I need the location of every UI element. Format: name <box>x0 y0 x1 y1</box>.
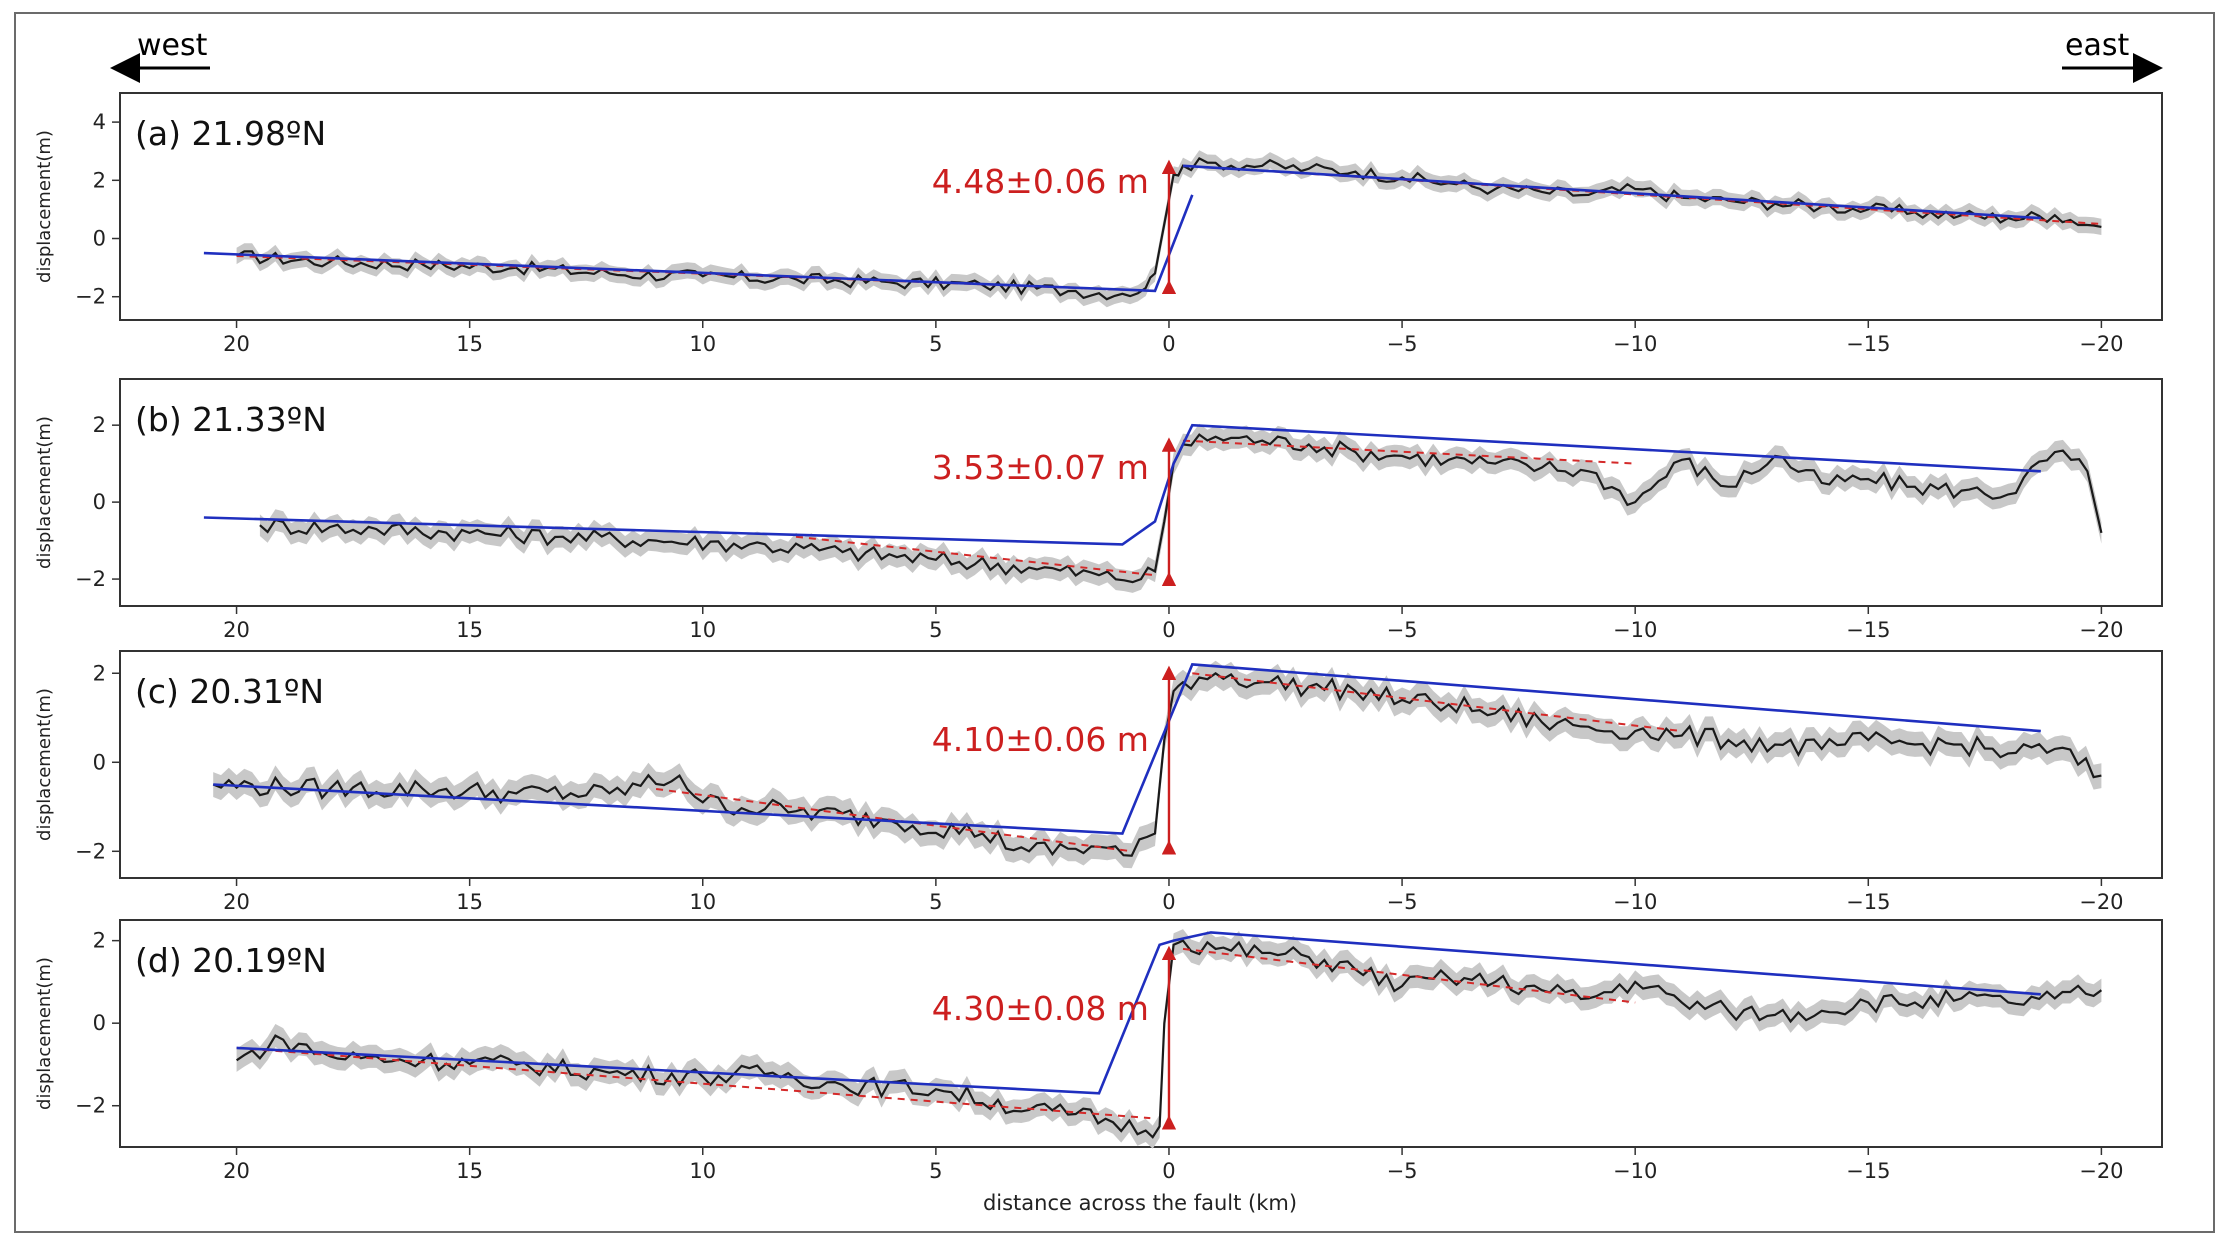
y-tick-label: 0 <box>93 490 106 514</box>
y-tick-label: 2 <box>93 661 106 685</box>
x-tick-label: −15 <box>1846 618 1890 642</box>
x-tick-label: −10 <box>1613 332 1657 356</box>
linear-fit-line <box>1192 672 1682 733</box>
panel-label: (a) 21.98ºN <box>135 114 326 153</box>
y-tick-label: 0 <box>93 750 106 774</box>
y-tick-label: 2 <box>93 929 106 953</box>
x-tick-label: 5 <box>929 1159 942 1183</box>
y-tick-label: −2 <box>75 1094 106 1118</box>
y-tick-label: 4 <box>93 110 106 134</box>
x-tick-label: 0 <box>1162 890 1175 914</box>
plot-area <box>119 378 2163 607</box>
offset-label: 3.53±0.07 m <box>932 448 1149 487</box>
y-tick-label: 0 <box>93 227 106 251</box>
x-tick-label: −15 <box>1846 332 1890 356</box>
y-axis-label: displacement(m) <box>34 957 55 1110</box>
linear-fit-line <box>1182 439 1636 465</box>
linear-fit-line <box>1182 947 1636 1004</box>
x-tick-label: 5 <box>929 618 942 642</box>
x-tick-label: 10 <box>689 618 716 642</box>
x-tick-label: 15 <box>456 1159 483 1183</box>
offset-label: 4.30±0.08 m <box>932 989 1149 1028</box>
west-arrow: west <box>110 28 210 83</box>
x-tick-label: −5 <box>1387 890 1418 914</box>
model-line <box>1182 164 2041 220</box>
x-tick-label: 20 <box>223 618 250 642</box>
x-tick-label: −5 <box>1387 618 1418 642</box>
x-tick-label: 10 <box>689 332 716 356</box>
x-tick-label: 15 <box>456 890 483 914</box>
y-tick-label: −2 <box>75 285 106 309</box>
model-line <box>203 194 1194 293</box>
y-tick-label: −2 <box>75 567 106 591</box>
x-tick-label: 20 <box>223 890 250 914</box>
x-tick-label: −15 <box>1846 1159 1890 1183</box>
uncertainty-band <box>259 423 2102 593</box>
x-tick-label: −20 <box>2079 332 2123 356</box>
plot-area <box>119 650 2163 879</box>
x-tick-label: 0 <box>1162 332 1175 356</box>
x-tick-label: −20 <box>2079 1159 2123 1183</box>
x-tick-label: −10 <box>1613 618 1657 642</box>
model-line <box>236 931 2041 1095</box>
west-label: west <box>137 28 208 63</box>
model-line <box>213 663 2041 835</box>
x-tick-label: −5 <box>1387 332 1418 356</box>
x-tick-label: −20 <box>2079 890 2123 914</box>
x-tick-label: −10 <box>1613 890 1657 914</box>
x-tick-label: 0 <box>1162 618 1175 642</box>
uncertainty-band <box>236 929 2102 1149</box>
x-tick-label: 15 <box>456 332 483 356</box>
offset-label: 4.10±0.06 m <box>932 720 1149 759</box>
y-tick-label: −2 <box>75 839 106 863</box>
linear-fit-line <box>236 1046 1151 1120</box>
x-tick-label: 15 <box>456 618 483 642</box>
uncertainty-band <box>213 660 2102 869</box>
y-axis-label: displacement(m) <box>34 130 55 283</box>
y-tick-label: 2 <box>93 413 106 437</box>
offset-label: 4.48±0.06 m <box>932 162 1149 201</box>
x-tick-label: 5 <box>929 890 942 914</box>
east-label: east <box>2065 28 2129 63</box>
x-tick-label: −10 <box>1613 1159 1657 1183</box>
x-tick-label: 10 <box>689 890 716 914</box>
figure-frame <box>14 12 2215 1233</box>
x-tick-label: 20 <box>223 332 250 356</box>
x-tick-label: 10 <box>689 1159 716 1183</box>
observed-trace <box>212 671 2102 857</box>
linear-fit-line <box>795 535 1156 577</box>
plot-area <box>119 919 2163 1148</box>
x-tick-label: 0 <box>1162 1159 1175 1183</box>
east-arrow: east <box>2062 28 2163 83</box>
panel-label: (b) 21.33ºN <box>135 400 327 439</box>
x-tick-label: −15 <box>1846 890 1890 914</box>
x-axis-label: distance across the fault (km) <box>983 1191 1297 1215</box>
x-tick-label: 5 <box>929 332 942 356</box>
panel-label: (c) 20.31ºN <box>135 672 324 711</box>
y-tick-label: 0 <box>93 1011 106 1035</box>
y-tick-label: 2 <box>93 168 106 192</box>
x-tick-label: −5 <box>1387 1159 1418 1183</box>
x-tick-label: 20 <box>223 1159 250 1183</box>
y-axis-label: displacement(m) <box>34 688 55 841</box>
panel-label: (d) 20.19ºN <box>135 941 327 980</box>
plot-area <box>119 92 2163 321</box>
x-tick-label: −20 <box>2079 618 2123 642</box>
y-axis-label: displacement(m) <box>34 416 55 569</box>
